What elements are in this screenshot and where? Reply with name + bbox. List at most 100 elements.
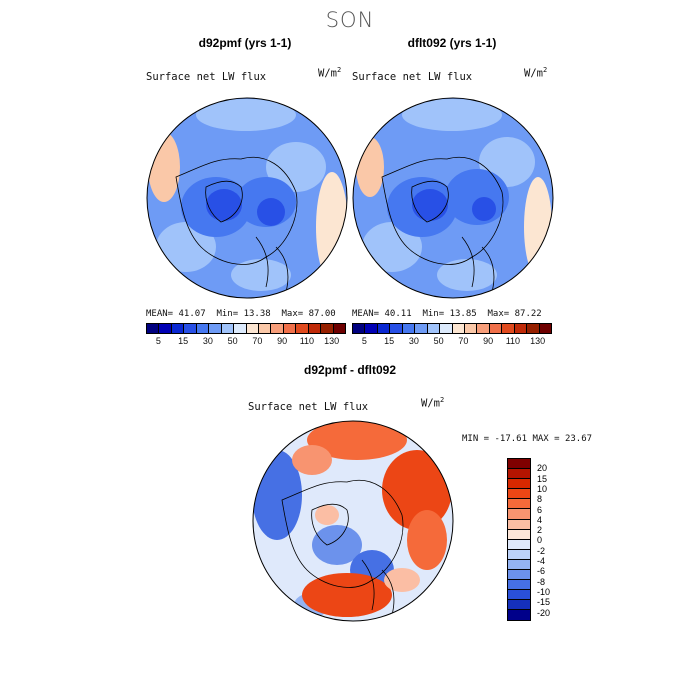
colorbar-swatch [296, 324, 309, 333]
colorbar-tick-label: 30 [202, 336, 213, 346]
panel-2-stats: MEAN= 40.11 Min= 13.85 Max= 87.22 [352, 309, 542, 319]
colorbar-tick-label: 130 [324, 336, 340, 346]
colorbar-tick-label: 10 [537, 483, 548, 494]
colorbar-tick-label: 70 [458, 336, 469, 346]
colorbar-tick-label: 8 [537, 494, 543, 505]
coastline [281, 480, 404, 588]
colorbar-tick-label: 90 [277, 336, 288, 346]
colorbar-swatch [258, 324, 272, 333]
colorbar-tick-label: 6 [537, 504, 543, 515]
diff-colorbar [507, 458, 531, 621]
colorbar-swatch [283, 324, 297, 333]
colorbar-tick-label: -20 [537, 607, 551, 618]
colorbar-swatch [508, 580, 530, 591]
colorbar-tick-label: -6 [537, 566, 546, 577]
colorbar-swatch [508, 509, 530, 520]
panel-2-map [352, 97, 554, 299]
colorbar-swatch [464, 324, 478, 333]
colorbar-tick-label: 15 [384, 336, 395, 346]
diff-panel-variable: Surface net LW flux [248, 401, 369, 413]
colorbar-swatch [508, 600, 530, 611]
colorbar-swatch [365, 324, 378, 333]
colorbar-swatch [508, 519, 530, 530]
colorbar-swatch [440, 324, 453, 333]
colorbar-tick-label: 5 [361, 336, 367, 346]
colorbar-swatch [427, 324, 441, 333]
colorbar-swatch [508, 499, 530, 510]
colorbar-tick-label: 30 [408, 336, 419, 346]
colorbar-swatch [171, 324, 185, 333]
colorbar-tick-label: 70 [252, 336, 263, 346]
colorbar-swatch [514, 324, 528, 333]
colorbar-tick-label: 130 [530, 336, 546, 346]
colorbar-swatch [209, 324, 222, 333]
colorbar-tick-label: -8 [537, 576, 546, 587]
colorbar-tick-label: 15 [178, 336, 189, 346]
colorbar-swatch [508, 539, 530, 550]
colorbar-swatch [527, 324, 540, 333]
coastline [381, 157, 504, 265]
colorbar-tick-label: 110 [299, 336, 315, 346]
panel-1-units: W/m2 [318, 66, 342, 80]
panel-1-map [146, 97, 348, 299]
colorbar-swatch [452, 324, 465, 333]
diff-panel-units: W/m2 [421, 396, 445, 410]
colorbar-swatch [184, 324, 197, 333]
coastline [175, 157, 298, 265]
colorbar-swatch [489, 324, 503, 333]
colorbar-swatch [508, 590, 530, 601]
colorbar-tick-label: 20 [537, 463, 548, 474]
colorbar-swatch [390, 324, 403, 333]
colorbar-swatch [508, 570, 530, 581]
colorbar-swatch [508, 559, 530, 571]
colorbar-swatch [508, 469, 530, 480]
colorbar-swatch [508, 479, 530, 490]
colorbar-swatch [508, 549, 530, 560]
colorbar-swatch [508, 459, 530, 470]
colorbar-tick-label: 2 [537, 525, 543, 536]
colorbar-swatch [159, 324, 172, 333]
colorbar-swatch [271, 324, 284, 333]
panel-1-stats: MEAN= 41.07 Min= 13.38 Max= 87.00 [146, 309, 336, 319]
colorbar-swatch [308, 324, 322, 333]
panel-2-title: dflt092 (yrs 1-1) [407, 36, 497, 50]
panel-1-colorbar [146, 323, 346, 334]
panel-1-variable: Surface net LW flux [146, 71, 267, 83]
colorbar-swatch [508, 489, 530, 500]
diff-panel-map [252, 420, 454, 622]
colorbar-tick-label: 15 [537, 473, 548, 484]
colorbar-swatch [415, 324, 428, 333]
colorbar-tick-label: 50 [433, 336, 444, 346]
colorbar-swatch [402, 324, 416, 333]
colorbar-swatch [477, 324, 490, 333]
figure-title: SON [325, 8, 375, 32]
colorbar-swatch [246, 324, 259, 333]
colorbar-swatch [502, 324, 515, 333]
colorbar-tick-label: 4 [537, 514, 543, 525]
panel-2-colorbar-labels: 5 15 30 50 70 90 110 130 [352, 336, 550, 348]
colorbar-swatch [539, 324, 551, 333]
diff-panel-stats: MIN = -17.61 MAX = 23.67 [462, 434, 593, 444]
colorbar-tick-label: 110 [505, 336, 521, 346]
colorbar-swatch [508, 529, 530, 540]
colorbar-swatch [333, 324, 345, 333]
panel-2-units: W/m2 [524, 66, 548, 80]
colorbar-tick-label: -15 [537, 597, 551, 608]
colorbar-tick-label: 0 [537, 535, 543, 546]
panel-1-colorbar-labels: 5 15 30 50 70 90 110 130 [146, 336, 344, 348]
colorbar-swatch [508, 610, 530, 620]
colorbar-swatch [147, 324, 160, 333]
panel-2-colorbar [352, 323, 552, 334]
colorbar-tick-label: 5 [155, 336, 161, 346]
colorbar-tick-label: -4 [537, 556, 546, 566]
panel-1-title: d92pmf (yrs 1-1) [198, 36, 292, 50]
colorbar-swatch [321, 324, 334, 333]
diff-panel-title: d92pmf - dflt092 [303, 363, 396, 377]
colorbar-swatch [377, 324, 391, 333]
colorbar-swatch [234, 324, 247, 333]
colorbar-tick-label: 90 [483, 336, 494, 346]
colorbar-swatch [353, 324, 366, 333]
colorbar-swatch [196, 324, 210, 333]
colorbar-tick-label: -2 [537, 545, 546, 556]
diff-colorbar-labels: 20 15 10 8 6 4 2 0 -2 -4 -6 -8 -10 -15 -20 [537, 458, 567, 623]
